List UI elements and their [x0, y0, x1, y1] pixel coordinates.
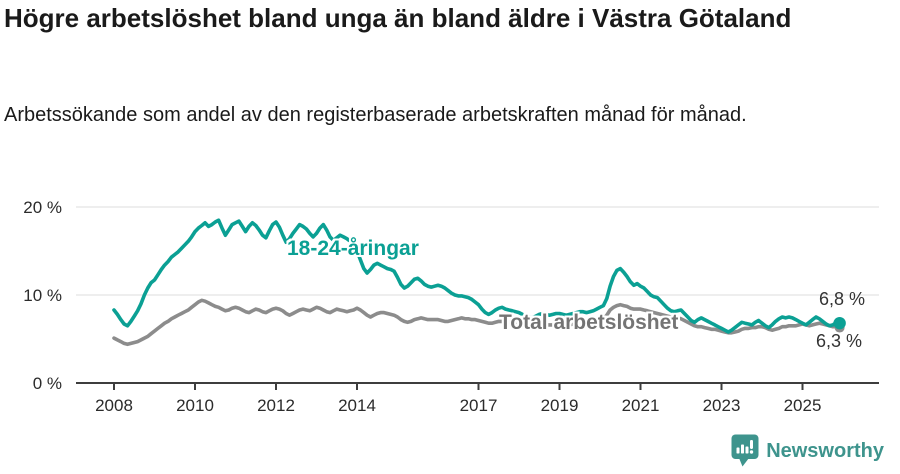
series-label-total: Total arbetslöshet — [499, 311, 679, 334]
end-value-label-youth: 6,8 % — [819, 289, 866, 309]
series-label-youth: 18-24-åringar — [287, 237, 419, 260]
y-axis-tick-label: 0 % — [33, 374, 62, 393]
newsworthy-pin-bar-chart-icon — [731, 434, 759, 467]
page-title: Högre arbetslöshet bland unga än bland ä… — [4, 3, 792, 33]
x-axis-tick-label: 2017 — [460, 396, 498, 415]
brand-name: Newsworthy — [766, 439, 884, 462]
total-series-line — [112, 298, 842, 347]
x-axis-tick-label: 2021 — [622, 396, 660, 415]
x-axis-tick-label: 2010 — [176, 396, 214, 415]
end-value-label-total: 6,3 % — [816, 331, 863, 351]
x-axis-tick-label: 2023 — [703, 396, 741, 415]
x-axis-tick-label: 2012 — [257, 396, 295, 415]
y-axis-tick-label: 20 % — [23, 198, 62, 217]
y-axis-tick-label: 10 % — [23, 286, 62, 305]
youth-series-line — [112, 218, 842, 334]
x-axis-tick-label: 2014 — [338, 396, 376, 415]
chart-subtitle: Arbetssökande som andel av den registerb… — [4, 104, 747, 126]
x-axis-tick-label: 2019 — [541, 396, 579, 415]
x-axis-tick-label: 2025 — [784, 396, 822, 415]
newsworthy-brand-link[interactable]: Newsworthy — [731, 434, 884, 467]
x-axis-tick-label: 2008 — [95, 396, 133, 415]
youth-series-end-dot — [833, 316, 846, 330]
